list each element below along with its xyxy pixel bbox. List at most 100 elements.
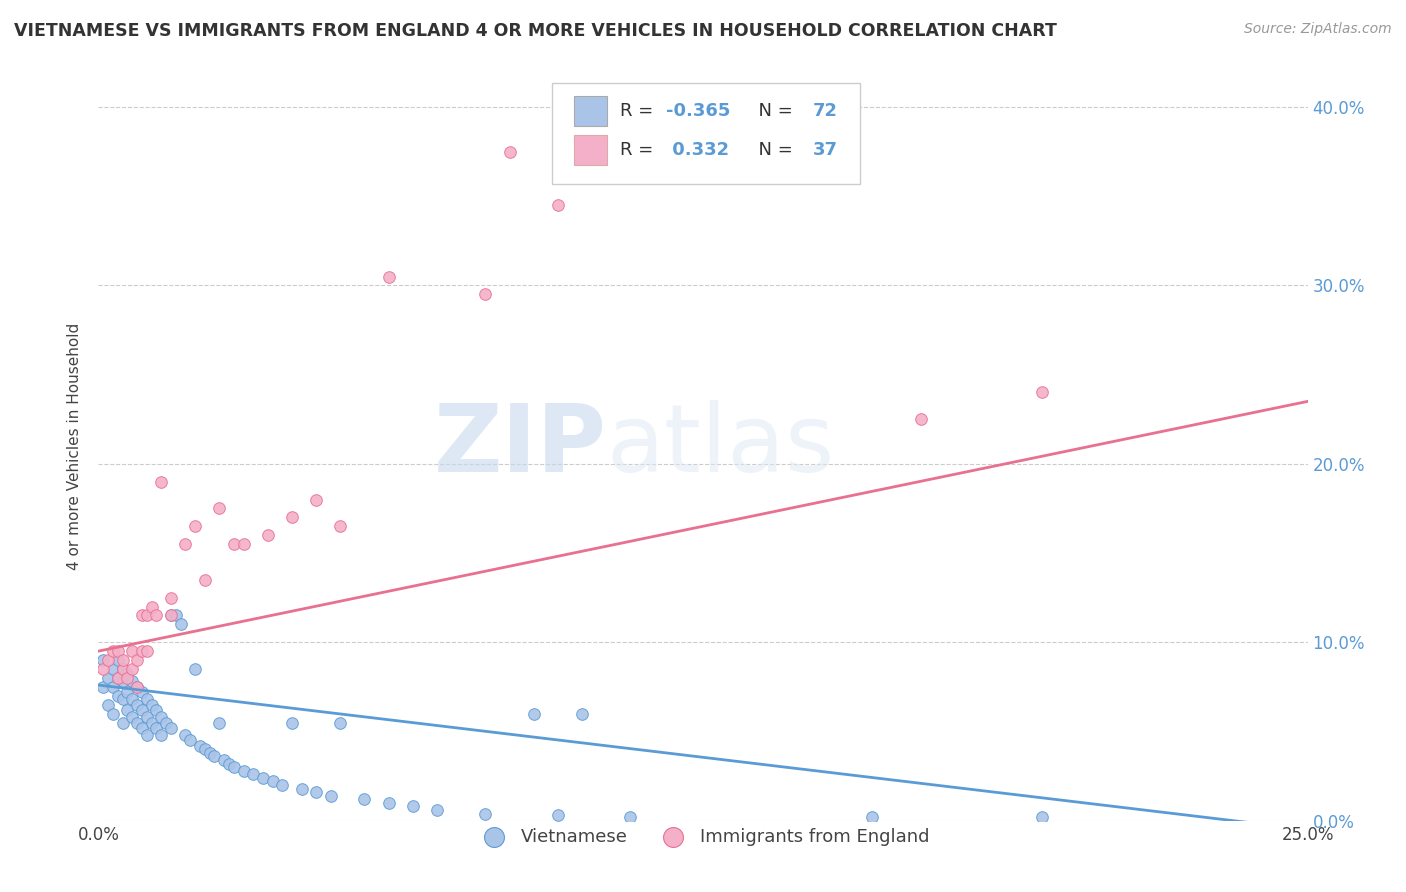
Point (131, 685, 153, 699)
Point (145, 608, 167, 623)
Point (179, 733, 201, 747)
FancyBboxPatch shape (574, 135, 607, 165)
Point (256, 528, 278, 542)
Point (281, 715, 304, 730)
Point (107, 671, 129, 685)
Y-axis label: 4 or more Vehicles in Household: 4 or more Vehicles in Household (67, 322, 83, 570)
Point (145, 703, 167, 717)
Point (135, 710, 157, 724)
Point (111, 662, 134, 676)
Text: VIETNAMESE VS IMMIGRANTS FROM ENGLAND 4 OR MORE VEHICLES IN HOUSEHOLD CORRELATIO: VIETNAMESE VS IMMIGRANTS FROM ENGLAND 4 … (14, 22, 1057, 40)
Point (127, 715, 149, 730)
Point (222, 537, 245, 551)
Point (91, 662, 114, 676)
Point (377, 796, 399, 810)
Legend: Vietnamese, Immigrants from England: Vietnamese, Immigrants from England (470, 821, 936, 853)
Text: 72: 72 (813, 102, 838, 120)
Point (135, 608, 157, 623)
Point (305, 492, 328, 507)
Point (127, 680, 149, 694)
Point (131, 644, 153, 658)
Text: Source: ZipAtlas.com: Source: ZipAtlas.com (1244, 22, 1392, 37)
Point (281, 510, 304, 524)
Point (101, 680, 124, 694)
Point (184, 519, 207, 533)
Point (141, 698, 163, 712)
Point (232, 764, 254, 778)
Point (141, 715, 163, 730)
Point (127, 680, 149, 694)
Point (107, 689, 129, 703)
Point (117, 685, 139, 699)
Text: -0.365: -0.365 (665, 102, 730, 120)
Point (135, 728, 157, 742)
FancyBboxPatch shape (574, 96, 607, 126)
Point (117, 667, 139, 681)
Point (155, 715, 177, 730)
Point (111, 715, 134, 730)
Point (353, 792, 375, 806)
Point (232, 537, 254, 551)
Point (111, 653, 134, 667)
Point (242, 767, 264, 781)
Point (107, 671, 129, 685)
Point (1031, 810, 1053, 824)
Point (121, 662, 143, 676)
Point (498, 145, 520, 159)
Point (290, 781, 312, 796)
Point (97, 653, 120, 667)
Point (127, 698, 149, 712)
Point (305, 785, 328, 799)
Point (910, 412, 932, 426)
Point (194, 742, 217, 756)
Point (111, 662, 134, 676)
Point (131, 703, 153, 717)
Point (329, 519, 352, 533)
Point (208, 501, 231, 516)
Point (319, 789, 342, 803)
Point (150, 728, 173, 742)
Text: R =: R = (620, 102, 658, 120)
Point (204, 749, 226, 764)
Point (117, 671, 139, 685)
FancyBboxPatch shape (551, 83, 860, 184)
Point (169, 617, 191, 632)
Point (188, 739, 211, 753)
Point (121, 692, 143, 706)
Point (547, 198, 569, 212)
Point (474, 806, 496, 821)
Point (127, 653, 149, 667)
Point (131, 721, 153, 735)
Text: atlas: atlas (606, 400, 835, 492)
Point (377, 269, 399, 284)
Point (329, 715, 352, 730)
Text: 37: 37 (813, 141, 838, 159)
Point (174, 728, 197, 742)
Text: N =: N = (747, 141, 799, 159)
Point (135, 692, 157, 706)
Point (150, 710, 173, 724)
Text: N =: N = (747, 102, 799, 120)
Point (198, 746, 221, 760)
Point (262, 774, 284, 789)
Point (160, 721, 183, 735)
Point (97, 698, 120, 712)
Point (523, 706, 546, 721)
Point (160, 608, 183, 623)
Point (1031, 385, 1053, 400)
Point (212, 753, 235, 767)
Point (107, 644, 129, 658)
Point (222, 760, 245, 774)
Point (101, 662, 124, 676)
Point (194, 573, 217, 587)
Point (91, 680, 114, 694)
Point (218, 756, 240, 771)
Point (121, 710, 143, 724)
Point (145, 721, 167, 735)
Point (619, 810, 641, 824)
Text: R =: R = (620, 141, 658, 159)
Text: ZIP: ZIP (433, 400, 606, 492)
Point (111, 692, 134, 706)
Point (160, 608, 183, 623)
Point (101, 644, 124, 658)
